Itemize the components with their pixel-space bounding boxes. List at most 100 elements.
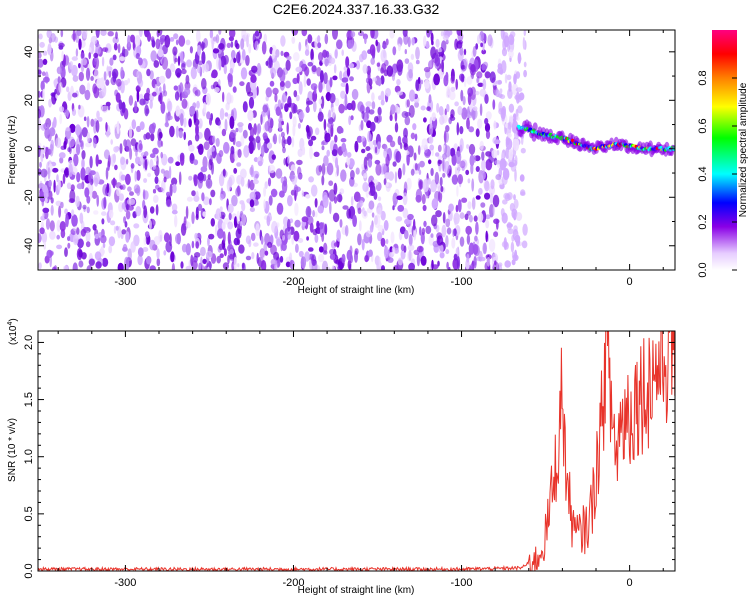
- heatmap-cell: [325, 266, 331, 270]
- heatmap-cell: [88, 172, 92, 183]
- heatmap-cell: [410, 53, 415, 61]
- heatmap-cell: [385, 238, 389, 245]
- heatmap-cell: [86, 265, 93, 270]
- heatmap-cell: [350, 196, 354, 207]
- heatmap-cell: [68, 136, 75, 148]
- heatmap-cell: [507, 88, 513, 99]
- heatmap-cell: [493, 120, 497, 130]
- heatmap-cell: [513, 194, 516, 201]
- heatmap-cell: [340, 90, 346, 100]
- heatmap-cell: [466, 234, 471, 245]
- heatmap-cell: [50, 204, 54, 216]
- heatmap-cell: [523, 61, 527, 68]
- heatmap-cell: [163, 176, 167, 183]
- heatmap-cell: [174, 214, 178, 228]
- heatmap-cell: [336, 229, 341, 242]
- heatmap-cell: [413, 228, 417, 241]
- heatmap-cell: [242, 129, 248, 139]
- heatmap-cell: [133, 184, 140, 193]
- heatmap-cell: [63, 265, 69, 270]
- spectrogram-ylabel: Frequency (Hz): [7, 116, 18, 185]
- heatmap-cell: [289, 111, 293, 120]
- heatmap-cell: [295, 94, 300, 102]
- heatmap-cell: [127, 248, 132, 262]
- heatmap-cell: [334, 97, 340, 107]
- heatmap-cell: [499, 94, 506, 100]
- heatmap-cell: [363, 210, 367, 217]
- heatmap-cell: [408, 68, 413, 79]
- heatmap-cell: [180, 261, 184, 269]
- heatmap-cell: [193, 174, 198, 187]
- heatmap-cell: [504, 73, 508, 84]
- heatmap-cell: [509, 202, 515, 212]
- heatmap-cell: [81, 252, 87, 260]
- heatmap-cell: [368, 134, 373, 141]
- heatmap-cell: [67, 147, 71, 153]
- heatmap-cell: [313, 151, 320, 157]
- heatmap-cell: [186, 196, 193, 202]
- heatmap-cell: [266, 215, 271, 227]
- heatmap-cell: [314, 211, 318, 218]
- heatmap-cell: [108, 209, 114, 219]
- heatmap-cell: [202, 211, 206, 218]
- heatmap-cell: [248, 43, 252, 54]
- heatmap-cell: [293, 90, 298, 98]
- heatmap-cell: [472, 243, 479, 255]
- heatmap-cell: [232, 86, 237, 93]
- heatmap-cell: [218, 43, 225, 50]
- colorbar-tick-label: 0.8: [697, 70, 709, 85]
- heatmap-cell: [153, 157, 158, 162]
- heatmap-cell: [310, 48, 314, 62]
- heatmap-cell: [477, 34, 482, 44]
- heatmap-cell: [431, 214, 438, 227]
- heatmap-cell: [196, 100, 200, 109]
- heatmap-cell: [116, 187, 122, 197]
- heatmap-cell: [108, 236, 116, 247]
- heatmap-cell: [86, 82, 91, 92]
- heatmap-cell: [125, 139, 132, 153]
- heatmap-cell: [488, 238, 496, 252]
- heatmap-cell: [276, 202, 284, 215]
- heatmap-cell: [318, 253, 325, 263]
- heatmap-cell: [58, 45, 64, 50]
- heatmap-cell: [502, 199, 508, 205]
- heatmap-cell: [430, 179, 437, 193]
- heatmap-cell: [201, 78, 207, 90]
- heatmap-cell: [134, 35, 141, 47]
- heatmap-cell: [148, 219, 152, 230]
- heatmap-cell: [236, 174, 243, 185]
- heatmap-cell: [170, 65, 176, 73]
- heatmap-cell: [368, 109, 375, 115]
- heatmap-cell: [385, 87, 391, 97]
- heatmap-cell: [407, 213, 414, 221]
- heatmap-cell: [240, 168, 247, 179]
- heatmap-cell: [82, 204, 87, 210]
- spectrogram-xtick-label: -100: [451, 276, 473, 288]
- heatmap-cell: [92, 224, 97, 231]
- heatmap-cell: [202, 156, 208, 170]
- heatmap-cell: [256, 62, 262, 77]
- heatmap-cell: [330, 106, 336, 120]
- heatmap-cell: [410, 168, 415, 176]
- heatmap-cell: [481, 158, 486, 172]
- heatmap-cell: [468, 242, 475, 255]
- heatmap-cell: [414, 163, 418, 171]
- heatmap-cell: [372, 77, 378, 82]
- heatmap-cell: [56, 66, 63, 75]
- heatmap-cell: [466, 210, 471, 216]
- heatmap-cell: [466, 253, 470, 263]
- heatmap-cell: [238, 124, 243, 133]
- snr-ytick-label: 1.0: [23, 449, 35, 464]
- heatmap-cell: [329, 248, 336, 256]
- heatmap-cell: [494, 139, 501, 145]
- heatmap-cell: [340, 138, 347, 143]
- heatmap-cell: [370, 121, 376, 132]
- heatmap-cell: [415, 188, 422, 201]
- heatmap-cell: [201, 265, 204, 270]
- heatmap-cell: [66, 182, 72, 190]
- heatmap-cell: [146, 255, 152, 265]
- heatmap-cell: [431, 40, 434, 46]
- heatmap-cell: [157, 128, 162, 141]
- heatmap-cell: [350, 31, 356, 38]
- heatmap-cell: [466, 144, 470, 149]
